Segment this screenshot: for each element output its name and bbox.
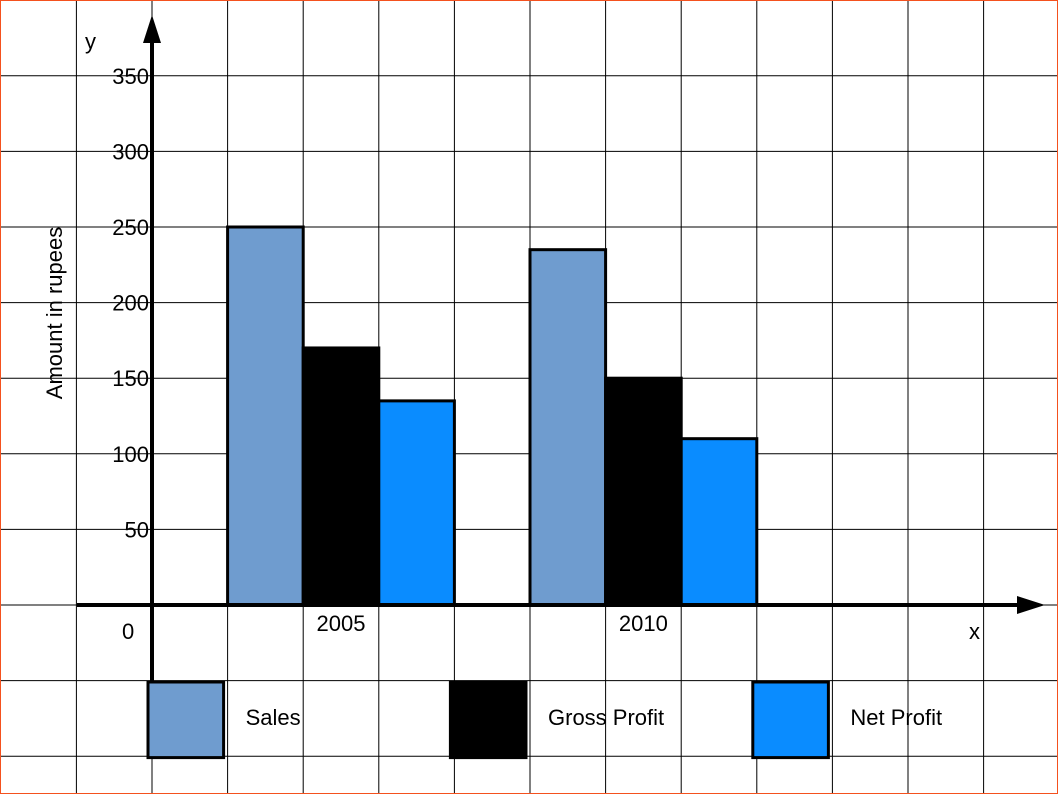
bars bbox=[226, 225, 759, 607]
y-tick-labels: 50 100 150 200 250 300 350 bbox=[112, 64, 149, 543]
axes bbox=[77, 15, 1045, 681]
legend-label: Sales bbox=[246, 705, 301, 730]
x-category-labels: 2005 2010 bbox=[317, 611, 668, 636]
bar-net-profit-2010 bbox=[679, 437, 759, 607]
y-tick-label: 100 bbox=[112, 442, 149, 467]
legend-label: Gross Profit bbox=[548, 705, 664, 730]
y-tick-label: 50 bbox=[125, 517, 149, 542]
x-category-label: 2005 bbox=[317, 611, 366, 636]
bar-gross-profit-2010 bbox=[604, 376, 683, 607]
bar-net-profit-2005 bbox=[377, 399, 456, 607]
legend-swatch-net-profit bbox=[751, 680, 830, 760]
y-tick-label: 300 bbox=[112, 139, 149, 164]
x-axis-arrowhead bbox=[1017, 596, 1045, 614]
y-axis-title: Amount in rupees bbox=[42, 227, 67, 399]
y-tick-label: 150 bbox=[112, 366, 149, 391]
y-tick-label: 200 bbox=[112, 291, 149, 316]
bar-sales-2010 bbox=[528, 248, 608, 607]
legend: Sales Gross Profit Net Profit bbox=[146, 680, 942, 760]
bar-gross-profit-2005 bbox=[301, 346, 381, 607]
y-tick-label: 250 bbox=[112, 215, 149, 240]
y-tick-label: 350 bbox=[112, 64, 149, 89]
legend-label: Net Profit bbox=[850, 705, 942, 730]
legend-swatch-gross-profit bbox=[448, 680, 528, 760]
y-axis-arrowhead bbox=[143, 15, 161, 43]
x-axis-letter: x bbox=[969, 619, 980, 644]
y-axis-letter: y bbox=[85, 29, 96, 54]
x-category-label: 2010 bbox=[619, 611, 668, 636]
bar-sales-2005 bbox=[226, 225, 305, 607]
origin-label: 0 bbox=[122, 619, 134, 644]
legend-swatch-sales bbox=[146, 680, 226, 760]
